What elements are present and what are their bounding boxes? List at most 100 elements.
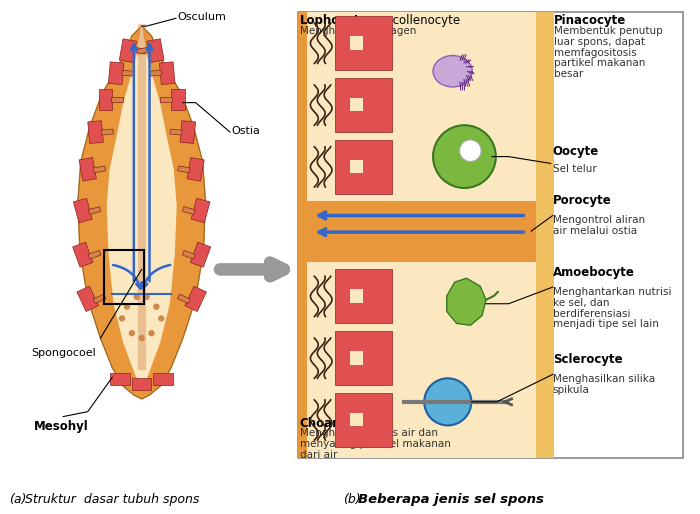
Bar: [335, 269, 392, 323]
Circle shape: [149, 331, 154, 336]
Polygon shape: [147, 39, 164, 63]
Text: Menghasilkan silika: Menghasilkan silika: [553, 374, 655, 384]
Text: Menghasilkan kolagen: Menghasilkan kolagen: [300, 26, 416, 36]
Polygon shape: [79, 157, 97, 181]
Text: Membentuk penutup: Membentuk penutup: [554, 26, 662, 36]
Polygon shape: [93, 166, 106, 173]
Bar: [350, 159, 363, 173]
Bar: [350, 98, 363, 112]
Polygon shape: [88, 207, 101, 214]
Polygon shape: [178, 166, 190, 173]
Bar: [298, 12, 307, 458]
Text: dari air: dari air: [300, 450, 337, 460]
Polygon shape: [447, 278, 486, 325]
Text: menjadi tipe sel lain: menjadi tipe sel lain: [553, 319, 659, 329]
Text: Menghantarkan nutrisi: Menghantarkan nutrisi: [553, 287, 671, 297]
Text: Porocyte: Porocyte: [553, 194, 612, 207]
Text: Lophocyte: Lophocyte: [300, 14, 368, 27]
Polygon shape: [99, 89, 112, 111]
Circle shape: [459, 140, 481, 161]
Text: Struktur  dasar tubuh spons: Struktur dasar tubuh spons: [25, 493, 199, 506]
Text: Sclerocyte: Sclerocyte: [553, 353, 622, 365]
Bar: [536, 12, 554, 458]
Polygon shape: [108, 62, 124, 85]
Polygon shape: [160, 97, 172, 102]
Text: ke sel, dan: ke sel, dan: [553, 298, 609, 308]
Polygon shape: [77, 286, 99, 311]
Text: partikel makanan: partikel makanan: [554, 59, 645, 68]
Polygon shape: [171, 89, 185, 111]
Polygon shape: [119, 39, 136, 63]
Polygon shape: [185, 286, 206, 311]
Text: Sel telur: Sel telur: [553, 164, 596, 174]
Text: Beberapa jenis sel spons: Beberapa jenis sel spons: [358, 493, 545, 506]
Polygon shape: [132, 378, 151, 390]
Text: Menghasilkan arus air dan: Menghasilkan arus air dan: [300, 428, 438, 438]
Text: Spongocoel: Spongocoel: [31, 348, 96, 358]
Text: berdiferensiasi: berdiferensiasi: [553, 308, 630, 319]
Polygon shape: [93, 294, 106, 304]
Circle shape: [139, 336, 144, 341]
Bar: [335, 78, 392, 132]
Polygon shape: [137, 47, 150, 54]
Polygon shape: [170, 129, 182, 135]
Bar: [335, 16, 392, 70]
Text: besar: besar: [554, 69, 583, 79]
Text: memfagositosis: memfagositosis: [554, 48, 636, 58]
Ellipse shape: [433, 56, 473, 87]
Polygon shape: [191, 198, 210, 223]
Circle shape: [134, 295, 139, 299]
Text: (a): (a): [9, 493, 27, 506]
Text: Ostia: Ostia: [231, 126, 260, 136]
Polygon shape: [190, 242, 211, 267]
Polygon shape: [153, 373, 173, 385]
Circle shape: [433, 125, 496, 188]
Bar: [350, 36, 363, 50]
Circle shape: [125, 304, 130, 309]
Polygon shape: [183, 207, 195, 214]
Text: air melalui ostia: air melalui ostia: [553, 226, 637, 236]
Polygon shape: [187, 157, 204, 181]
Bar: [350, 289, 363, 303]
Text: Oocyte: Oocyte: [553, 144, 599, 158]
Polygon shape: [134, 47, 146, 54]
Bar: [298, 12, 683, 458]
Text: Amoebocyte: Amoebocyte: [553, 266, 635, 279]
Bar: [350, 413, 363, 427]
Polygon shape: [102, 129, 113, 135]
Polygon shape: [78, 26, 205, 399]
Bar: [350, 351, 363, 364]
Text: luar spons, dapat: luar spons, dapat: [554, 37, 645, 47]
Bar: [335, 393, 392, 447]
Polygon shape: [73, 242, 93, 267]
Polygon shape: [122, 70, 134, 76]
Bar: [298, 12, 536, 458]
Circle shape: [159, 316, 164, 321]
Polygon shape: [74, 198, 92, 223]
Polygon shape: [160, 62, 175, 85]
Text: (b): (b): [343, 493, 360, 506]
Circle shape: [120, 316, 125, 321]
Text: Mesohyl: Mesohyl: [34, 420, 89, 433]
Text: or collenocyte: or collenocyte: [373, 14, 461, 27]
Polygon shape: [111, 373, 130, 385]
Polygon shape: [178, 294, 190, 304]
Bar: [335, 140, 392, 194]
Polygon shape: [88, 250, 101, 259]
Text: Osculum: Osculum: [177, 12, 226, 22]
Bar: [335, 331, 392, 385]
Circle shape: [130, 331, 134, 336]
Text: Pinacocyte: Pinacocyte: [554, 14, 626, 27]
Text: Choanocyte: Choanocyte: [300, 416, 377, 430]
Bar: [298, 201, 536, 262]
Text: Mengontrol aliran: Mengontrol aliran: [553, 215, 645, 226]
Circle shape: [144, 295, 149, 299]
Text: menyaring partikel makanan: menyaring partikel makanan: [300, 439, 451, 449]
Polygon shape: [183, 250, 195, 259]
Polygon shape: [107, 26, 176, 387]
Bar: [104, 250, 144, 304]
Polygon shape: [149, 70, 162, 76]
Polygon shape: [111, 97, 123, 102]
Text: spikula: spikula: [553, 385, 589, 395]
Circle shape: [424, 378, 471, 426]
